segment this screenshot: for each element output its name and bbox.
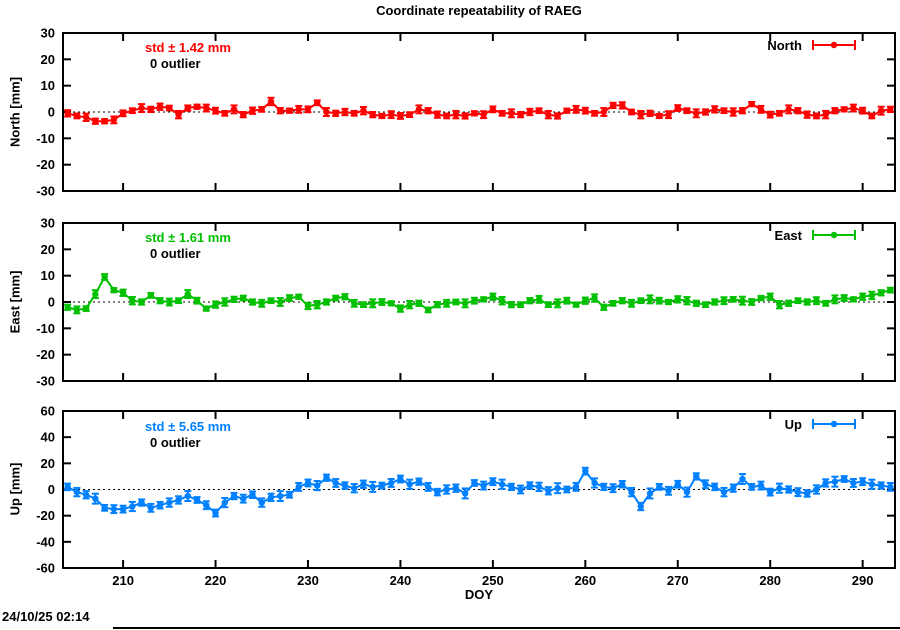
svg-text:230: 230 bbox=[297, 573, 319, 588]
svg-text:0: 0 bbox=[48, 295, 55, 310]
svg-text:290: 290 bbox=[852, 573, 874, 588]
svg-text:270: 270 bbox=[667, 573, 689, 588]
svg-text:-40: -40 bbox=[36, 534, 55, 549]
svg-text:250: 250 bbox=[482, 573, 504, 588]
svg-text:-20: -20 bbox=[36, 157, 55, 172]
svg-text:0: 0 bbox=[48, 105, 55, 120]
svg-text:-30: -30 bbox=[36, 374, 55, 389]
svg-text:30: 30 bbox=[41, 26, 55, 41]
svg-text:20: 20 bbox=[41, 242, 55, 257]
svg-text:60: 60 bbox=[41, 404, 55, 419]
svg-text:10: 10 bbox=[41, 78, 55, 93]
std-label-up: std ± 5.65 mm bbox=[145, 419, 231, 434]
legend-east: East bbox=[774, 227, 857, 243]
svg-text:210: 210 bbox=[112, 573, 134, 588]
svg-text:-30: -30 bbox=[36, 184, 55, 199]
outlier-label-east: 0 outlier bbox=[150, 246, 201, 261]
legend-north: North bbox=[767, 37, 857, 53]
chart-title: Coordinate repeatability of RAEG bbox=[376, 3, 582, 18]
errorbar-sample-icon-east bbox=[812, 230, 856, 240]
legend-label-north: North bbox=[767, 37, 802, 53]
legend-up: Up bbox=[784, 416, 857, 432]
std-label-east: std ± 1.61 mm bbox=[145, 230, 231, 245]
svg-text:260: 260 bbox=[574, 573, 596, 588]
svg-text:20: 20 bbox=[41, 456, 55, 471]
timestamp: 24/10/25 02:14 bbox=[2, 609, 90, 624]
svg-text:40: 40 bbox=[41, 430, 55, 445]
errorbar-sample-icon-north bbox=[812, 40, 856, 50]
svg-text:220: 220 bbox=[205, 573, 227, 588]
legend-label-up: Up bbox=[784, 416, 802, 432]
errorbar-sample-icon-up bbox=[812, 419, 856, 429]
svg-text:30: 30 bbox=[41, 216, 55, 231]
svg-text:-10: -10 bbox=[36, 321, 55, 336]
svg-text:-20: -20 bbox=[36, 347, 55, 362]
bottom-rule bbox=[113, 627, 900, 629]
svg-text:0: 0 bbox=[48, 482, 55, 497]
std-label-north: std ± 1.42 mm bbox=[145, 40, 231, 55]
svg-text:240: 240 bbox=[390, 573, 412, 588]
svg-text:-60: -60 bbox=[36, 561, 55, 576]
ylabel-east: East [mm] bbox=[7, 270, 23, 334]
ylabel-north: North [mm] bbox=[7, 76, 23, 148]
svg-text:10: 10 bbox=[41, 268, 55, 283]
legend-label-east: East bbox=[774, 227, 802, 243]
svg-text:280: 280 bbox=[759, 573, 781, 588]
xlabel-doy: DOY bbox=[464, 587, 494, 602]
outlier-label-north: 0 outlier bbox=[150, 56, 201, 71]
svg-text:-10: -10 bbox=[36, 131, 55, 146]
outlier-label-up: 0 outlier bbox=[150, 435, 201, 450]
svg-text:-20: -20 bbox=[36, 508, 55, 523]
ylabel-up: Up [mm] bbox=[7, 462, 23, 516]
svg-text:20: 20 bbox=[41, 52, 55, 67]
